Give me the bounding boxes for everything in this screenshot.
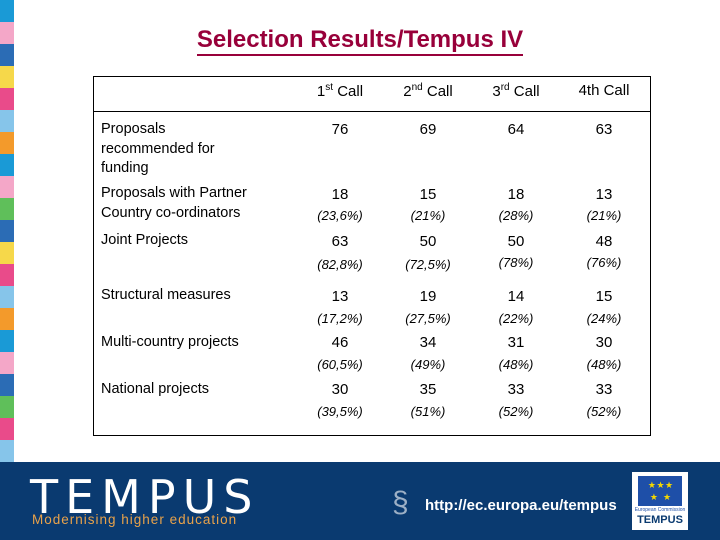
cell-percent: (49%) (410, 357, 446, 372)
cell-percent: (76%) (586, 255, 622, 270)
cell-value: 15 (595, 288, 613, 305)
side-color-stripe (0, 0, 14, 462)
row-label-proposals-recommended: Proposals recommended for funding (101, 121, 215, 176)
cell-percent: (21%) (410, 208, 446, 223)
cell-percent: (78%) (498, 255, 534, 270)
cell-value: 13 (595, 186, 613, 203)
cell-percent: (72,5%) (405, 257, 451, 272)
cell-value: 19 (419, 288, 437, 305)
column-header-4th-call: 4th Call (578, 82, 630, 99)
footer-banner (0, 462, 720, 540)
table-header-box (93, 76, 651, 112)
row-label-partner-coordinators: Proposals with Partner Country co-ordina… (101, 185, 247, 221)
row-label-multi-country: Multi-country projects (101, 334, 239, 350)
cell-percent: (22%) (498, 311, 534, 326)
european-commission-logo: ★ ★ ★ ★ ★ European Commission TEMPUS (632, 472, 688, 530)
cell-percent: (28%) (498, 208, 534, 223)
cell-value: 63 (331, 233, 349, 250)
cell-value: 13 (331, 288, 349, 305)
cell-value: 30 (595, 334, 613, 351)
cell-value: 30 (331, 381, 349, 398)
cell-value: 33 (595, 381, 613, 398)
cell-value: 35 (419, 381, 437, 398)
cell-value: 46 (331, 334, 349, 351)
cell-value: 31 (507, 334, 525, 351)
cell-value: 48 (595, 233, 613, 250)
cell-percent: (82,8%) (317, 257, 363, 272)
tempus-logo: TEMPUS (30, 470, 260, 524)
cell-value: 18 (507, 186, 525, 203)
tagline: Modernising higher education (32, 512, 238, 527)
cell-value: 69 (419, 121, 437, 138)
column-header-3rd-call: 3rd Call (492, 82, 540, 100)
cell-percent: (60,5%) (317, 357, 363, 372)
cell-percent: (39,5%) (317, 404, 363, 419)
cell-value: 76 (331, 121, 349, 138)
cell-value: 18 (331, 186, 349, 203)
cell-value: 50 (507, 233, 525, 250)
cell-value: 63 (595, 121, 613, 138)
table-body-box (93, 112, 651, 436)
column-header-1st-call: 1st Call (316, 82, 364, 100)
cell-percent: (52%) (586, 404, 622, 419)
eu-commission-text: European Commission (634, 507, 686, 513)
cell-value: 50 (419, 233, 437, 250)
cell-percent: (27,5%) (405, 311, 451, 326)
row-label-national-projects: National projects (101, 381, 209, 397)
swirl-icon: § (392, 486, 409, 519)
column-header-2nd-call: 2nd Call (403, 82, 453, 100)
eu-stars-icon: ★ ★ ★ ★ ★ (647, 480, 673, 502)
slide-title: Selection Results/Tempus IV (0, 26, 720, 56)
eu-flag-icon: ★ ★ ★ ★ ★ (638, 476, 682, 506)
cell-value: 64 (507, 121, 525, 138)
row-label-joint-projects: Joint Projects (101, 232, 189, 248)
cell-percent: (48%) (498, 357, 534, 372)
cell-percent: (23,6%) (317, 208, 363, 223)
cell-value: 34 (419, 334, 437, 351)
cell-value: 14 (507, 288, 525, 305)
cell-percent: (48%) (586, 357, 622, 372)
row-label-structural-measures: Structural measures (101, 287, 231, 303)
eu-tempus-brand: TEMPUS (637, 514, 683, 526)
cell-value: 33 (507, 381, 525, 398)
cell-percent: (21%) (586, 208, 622, 223)
cell-value: 15 (419, 186, 437, 203)
cell-percent: (24%) (586, 311, 622, 326)
website-link[interactable]: http://ec.europa.eu/tempus (425, 497, 617, 514)
cell-percent: (17,2%) (317, 311, 363, 326)
cell-percent: (51%) (410, 404, 446, 419)
cell-percent: (52%) (498, 404, 534, 419)
